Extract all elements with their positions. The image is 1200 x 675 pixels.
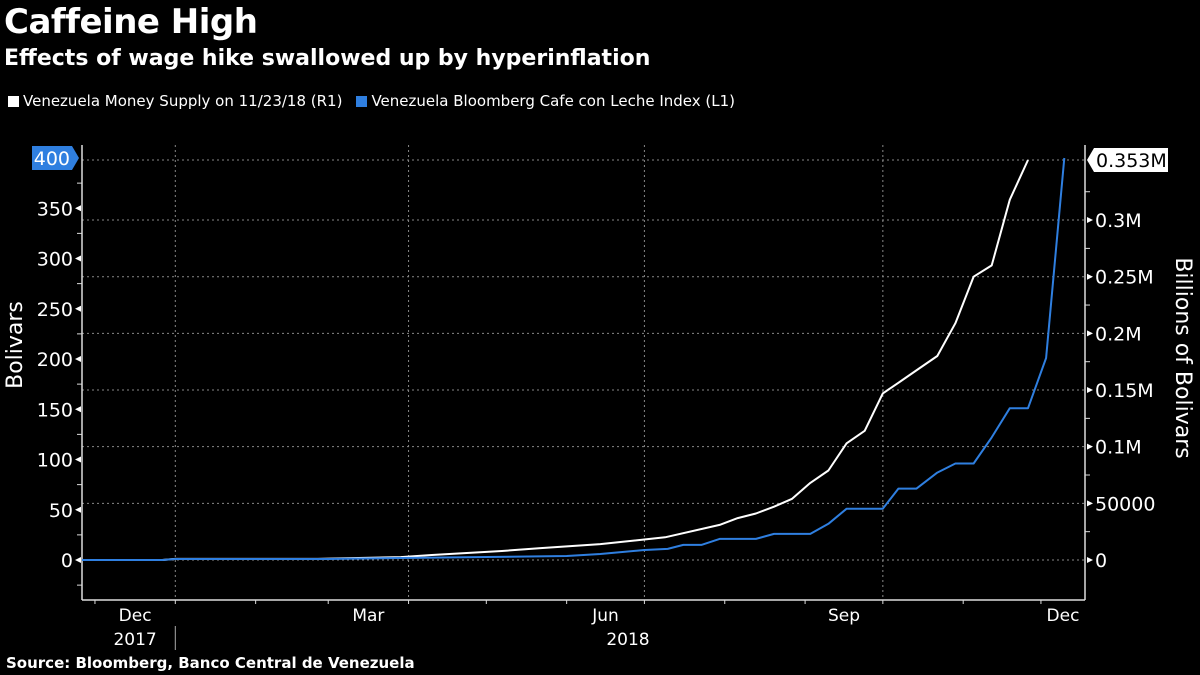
right-last-value-badge <box>1087 148 1168 172</box>
right-tick-label: 0.15M <box>1095 380 1154 402</box>
right-tick-label: 0.25M <box>1095 267 1154 289</box>
legend: Venezuela Money Supply on 11/23/18 (R1) … <box>8 92 735 110</box>
left-tick-label: 50 <box>49 500 73 522</box>
right-tick-marker <box>1087 217 1093 224</box>
left-tick-marker <box>75 305 81 312</box>
left-tick-label: 200 <box>37 349 73 371</box>
left-tick-label: 250 <box>37 299 73 321</box>
left-tick-marker <box>75 356 81 362</box>
left-tick-marker <box>75 205 81 212</box>
legend-swatch-cafe-index <box>356 95 368 107</box>
cafe-index-line <box>82 157 1066 561</box>
right-tick-marker <box>1087 500 1093 507</box>
legend-item-cafe-index: Venezuela Bloomberg Cafe con Leche Index… <box>356 92 735 110</box>
left-last-value-label: 400 <box>34 148 70 170</box>
right-tick-marker <box>1087 443 1093 450</box>
left-tick-label: 150 <box>37 399 73 421</box>
right-axis-title: Billions of Bolivars <box>1170 257 1195 458</box>
x-year-label: 2017 <box>113 630 156 650</box>
money-supply-line <box>82 159 1029 561</box>
left-tick-marker <box>75 456 81 463</box>
left-tick-label: 350 <box>37 198 73 220</box>
legend-swatch-money-supply <box>8 95 19 107</box>
left-tick-label: 100 <box>37 450 73 472</box>
left-tick-label: 0 <box>61 550 73 572</box>
left-last-value-badge <box>32 146 79 170</box>
x-tick-label: Sep <box>828 606 860 626</box>
left-tick-marker <box>75 557 81 563</box>
right-tick-label: 0.3M <box>1095 210 1142 232</box>
x-tick-label: Dec <box>119 606 152 626</box>
left-axis-title: Bolivars <box>3 301 28 389</box>
right-tick-marker <box>1087 330 1093 337</box>
right-tick-label: 0.2M <box>1095 323 1142 345</box>
legend-label-cafe-index: Venezuela Bloomberg Cafe con Leche Index… <box>371 92 735 110</box>
left-tick-marker <box>75 255 81 262</box>
x-tick-label: Mar <box>352 606 384 626</box>
left-tick-marker <box>75 406 81 413</box>
right-tick-marker <box>1087 557 1093 563</box>
right-tick-label: 50000 <box>1095 493 1155 515</box>
x-tick-label: Jun <box>591 606 619 626</box>
x-tick-label: Dec <box>1047 606 1080 626</box>
left-tick-marker <box>75 506 81 513</box>
right-tick-label: 0 <box>1095 550 1107 572</box>
right-tick-marker <box>1087 387 1093 394</box>
legend-item-money-supply: Venezuela Money Supply on 11/23/18 (R1) <box>8 92 342 110</box>
right-tick-label: 0.1M <box>1095 437 1142 459</box>
left-tick-label: 300 <box>37 249 73 271</box>
chart-title: Caffeine High <box>4 2 258 42</box>
legend-label-money-supply: Venezuela Money Supply on 11/23/18 (R1) <box>23 92 343 110</box>
right-tick-marker <box>1087 273 1093 280</box>
source-note: Source: Bloomberg, Banco Central de Vene… <box>6 654 415 672</box>
chart-subtitle: Effects of wage hike swallowed up by hyp… <box>4 46 651 71</box>
x-year-label: 2018 <box>606 630 649 650</box>
right-last-value-label: 0.353M <box>1096 150 1167 172</box>
